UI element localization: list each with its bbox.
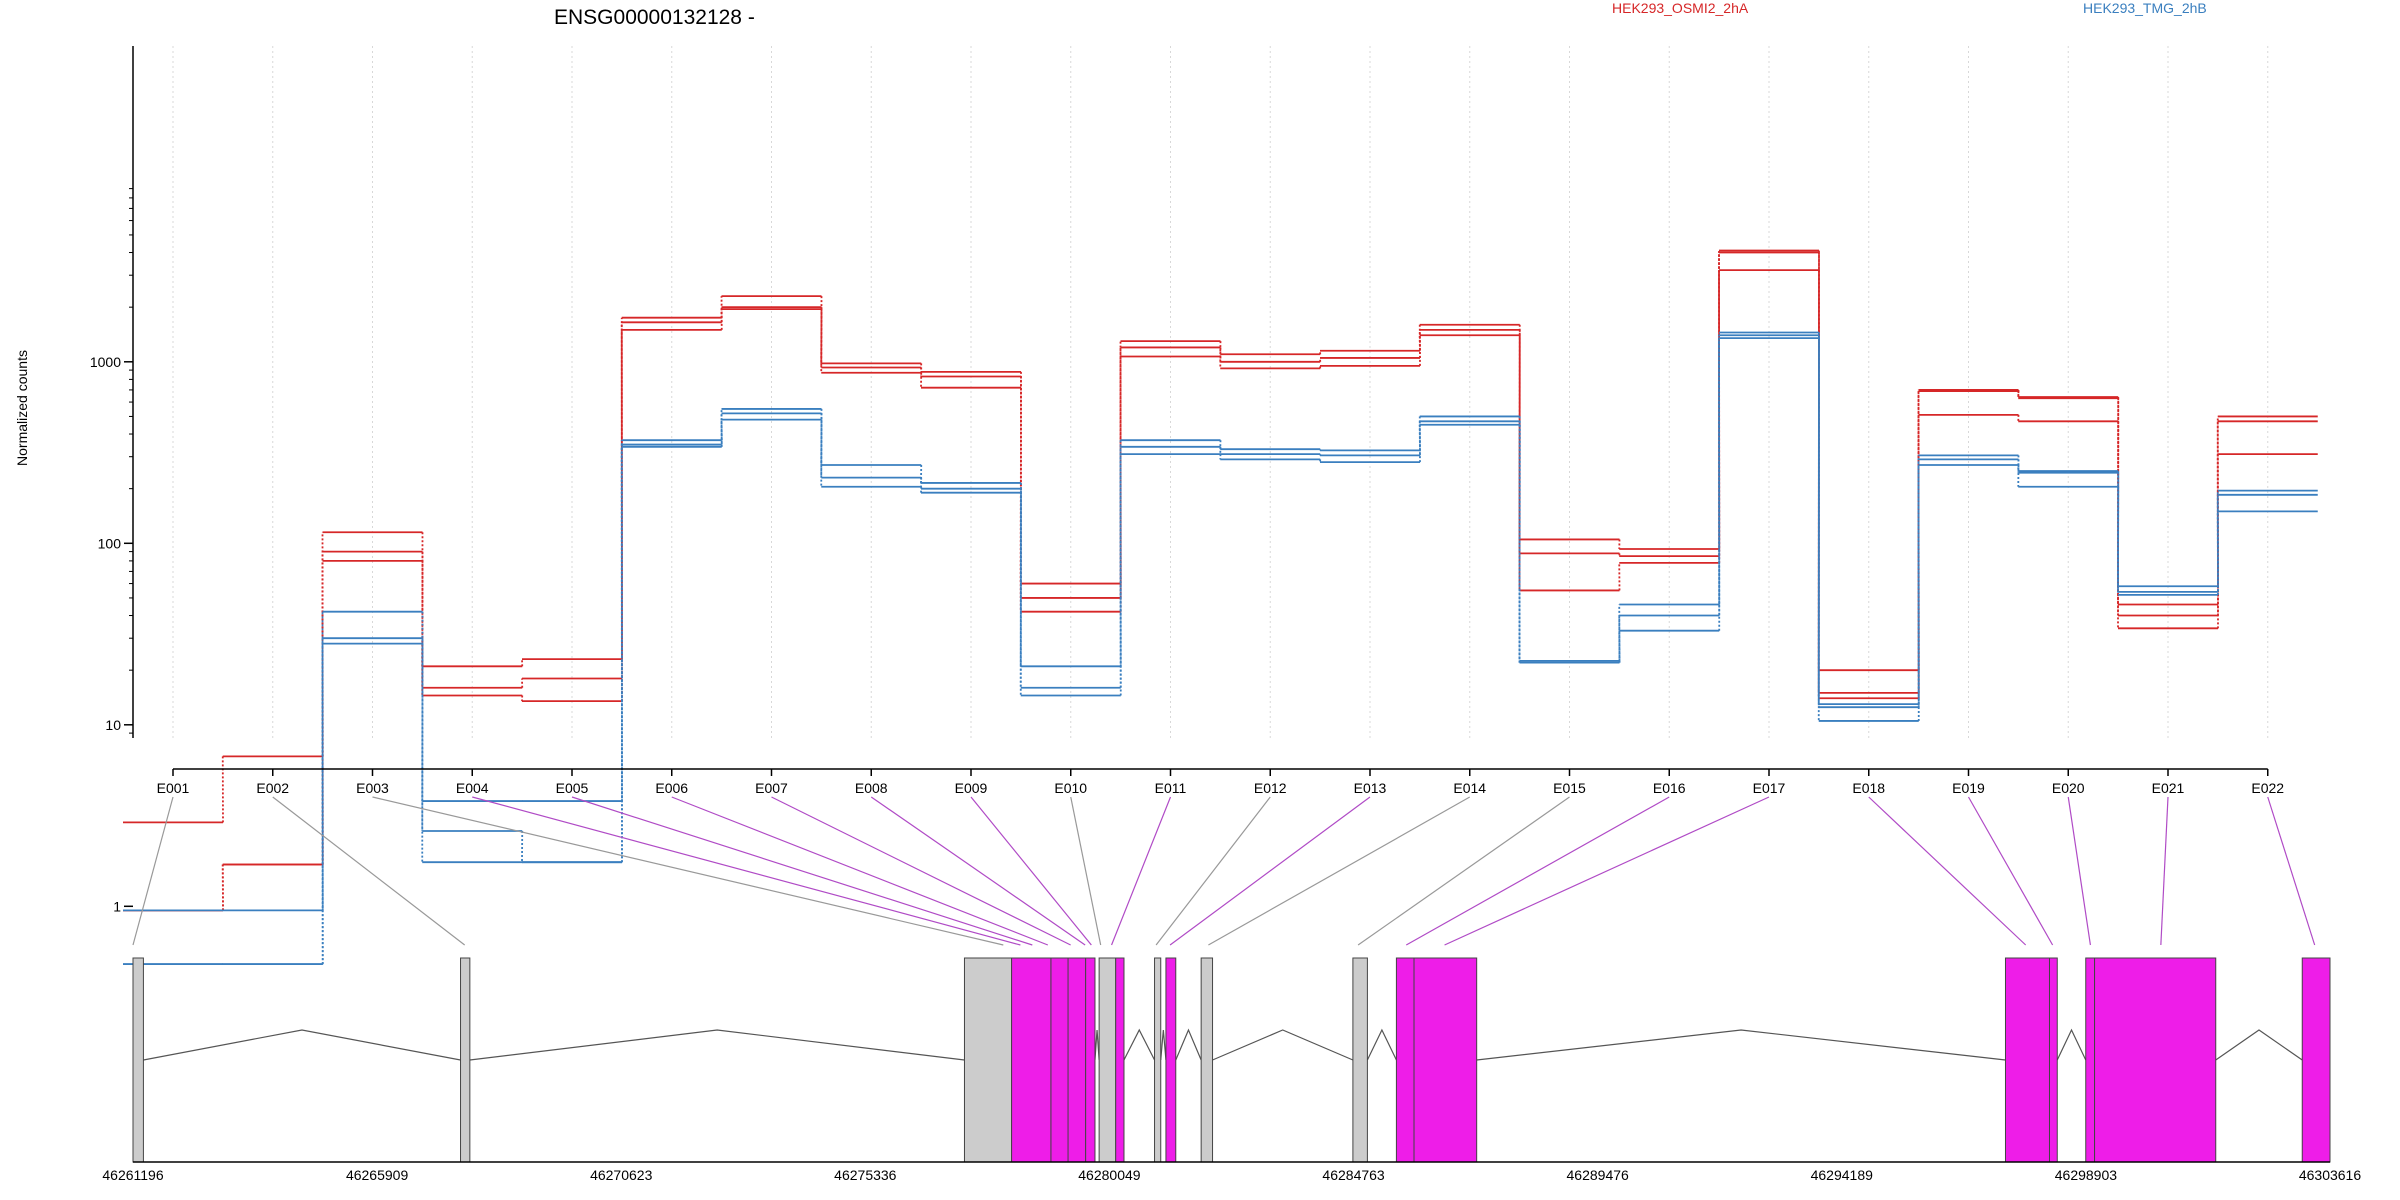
- bin-connector-e022: [2267, 796, 2316, 946]
- legend-label-1: HEK293_OSMI2_2hA: [1612, 0, 1749, 16]
- exon-box-10: [1154, 957, 1162, 1163]
- bin-connector-e001: [132, 796, 174, 946]
- bin-connector-e006: [671, 796, 1049, 946]
- exon-box-9: [1115, 957, 1125, 1163]
- bin-connector-e017: [1444, 796, 1770, 946]
- gene-axis-label: 46284763: [1322, 1167, 1385, 1183]
- exon-box-17: [2048, 957, 2058, 1163]
- gene-axis-label: 46298903: [2055, 1167, 2118, 1183]
- bin-connector-e014: [1208, 796, 1471, 946]
- x-tick-label-e011: E011: [1155, 780, 1187, 796]
- bin-connector-e013: [1169, 796, 1371, 946]
- bin-connector-e007: [771, 796, 1071, 946]
- y-tick-label: 1000: [90, 354, 121, 370]
- exon-box-13: [1352, 957, 1368, 1163]
- series-line-5: [123, 334, 2318, 966]
- exon-box-8: [1098, 957, 1117, 1163]
- gene-axis-label: 46289476: [1567, 1167, 1630, 1183]
- legend-label-2: HEK293_TMG_2hB: [2083, 0, 2207, 16]
- bin-connector-e010: [1070, 796, 1102, 946]
- exon-box-14: [1395, 957, 1415, 1163]
- gene-axis-label: 46270623: [590, 1167, 653, 1183]
- exon-box-16: [2004, 957, 2050, 1163]
- series-line-1: [123, 249, 2318, 824]
- bin-connector-e003: [372, 796, 1004, 946]
- intron-line: [1094, 1029, 1100, 1061]
- x-tick-label-e021: E021: [2152, 780, 2185, 796]
- y-axis-label: Normalized counts: [14, 350, 30, 466]
- bin-connector-e002: [272, 796, 466, 946]
- x-tick-label-e007: E007: [755, 780, 788, 796]
- bin-connector-e021: [2160, 796, 2169, 946]
- exon-box-3: [963, 957, 1013, 1163]
- exon-box-6: [1067, 957, 1087, 1163]
- y-tick-label: 1: [113, 898, 121, 914]
- x-tick-label-e014: E014: [1453, 780, 1486, 796]
- bin-connector-e020: [2067, 796, 2092, 946]
- bin-connector-e016: [1405, 796, 1670, 946]
- gene-axis-label: 46265909: [346, 1167, 409, 1183]
- intron-line: [2056, 1028, 2087, 1061]
- intron-line: [1476, 1029, 2006, 1061]
- x-tick-label-e003: E003: [356, 780, 389, 796]
- x-tick-label-e002: E002: [256, 780, 289, 796]
- x-tick-label-e017: E017: [1753, 780, 1786, 796]
- x-tick-label-e004: E004: [456, 780, 489, 796]
- intron-line: [469, 1029, 965, 1061]
- x-tick-label-e012: E012: [1254, 780, 1287, 796]
- x-tick-label-e019: E019: [1952, 780, 1985, 796]
- intron-line: [1175, 1028, 1202, 1061]
- exon-box-2: [460, 957, 471, 1163]
- exon-box-20: [2301, 957, 2331, 1163]
- bin-connector-e008: [870, 796, 1086, 946]
- x-tick-label-e013: E013: [1354, 780, 1387, 796]
- bin-connector-e011: [1110, 796, 1172, 946]
- exon-box-4: [1011, 957, 1052, 1163]
- bin-connector-e015: [1357, 796, 1570, 946]
- gene-axis-label: 46303616: [2299, 1167, 2362, 1183]
- bin-connector-e009: [970, 796, 1092, 946]
- gene-axis-label: 46275336: [834, 1167, 897, 1183]
- y-tick-label: 10: [105, 717, 121, 733]
- intron-line: [1366, 1028, 1397, 1061]
- exon-box-19: [2094, 957, 2217, 1163]
- exon-box-11: [1165, 957, 1177, 1163]
- x-tick-label-e008: E008: [855, 780, 888, 796]
- bin-connector-e018: [1868, 796, 2027, 946]
- x-tick-label-e022: E022: [2251, 780, 2284, 796]
- series-line-4: [123, 331, 2318, 912]
- exon-box-12: [1200, 957, 1214, 1163]
- x-tick-label-e018: E018: [1852, 780, 1885, 796]
- intron-line: [1212, 1029, 1354, 1061]
- bin-connector-e019: [1967, 796, 2054, 946]
- x-tick-label-e005: E005: [556, 780, 589, 796]
- intron-line: [1160, 1029, 1167, 1061]
- exon-box-18: [2085, 957, 2096, 1163]
- exon-box-7: [1085, 957, 1096, 1163]
- exon-box-1: [132, 957, 144, 1163]
- series-line-2: [123, 251, 2318, 912]
- gene-axis-label: 46280049: [1078, 1167, 1141, 1183]
- y-tick-label: 100: [98, 535, 122, 551]
- series-line-6: [123, 337, 2318, 966]
- gene-axis-label: 46294189: [1811, 1167, 1874, 1183]
- x-tick-label-e010: E010: [1054, 780, 1087, 796]
- x-tick-label-e006: E006: [655, 780, 688, 796]
- x-tick-label-e020: E020: [2052, 780, 2085, 796]
- bin-connector-e005: [571, 796, 1033, 946]
- intron-line: [143, 1029, 461, 1061]
- gene-axis-label: 46261196: [102, 1167, 163, 1183]
- x-tick-label-e001: E001: [157, 780, 190, 796]
- exon-box-15: [1413, 957, 1478, 1163]
- intron-line: [2215, 1029, 2303, 1061]
- bin-connector-e012: [1155, 796, 1271, 946]
- x-tick-label-e009: E009: [955, 780, 988, 796]
- x-tick-label-e016: E016: [1653, 780, 1686, 796]
- bin-connector-e004: [472, 796, 1021, 946]
- chart-title: ENSG00000132128 -: [554, 6, 755, 29]
- series-line-3: [123, 269, 2318, 912]
- x-tick-label-e015: E015: [1553, 780, 1586, 796]
- intron-line: [1123, 1028, 1156, 1061]
